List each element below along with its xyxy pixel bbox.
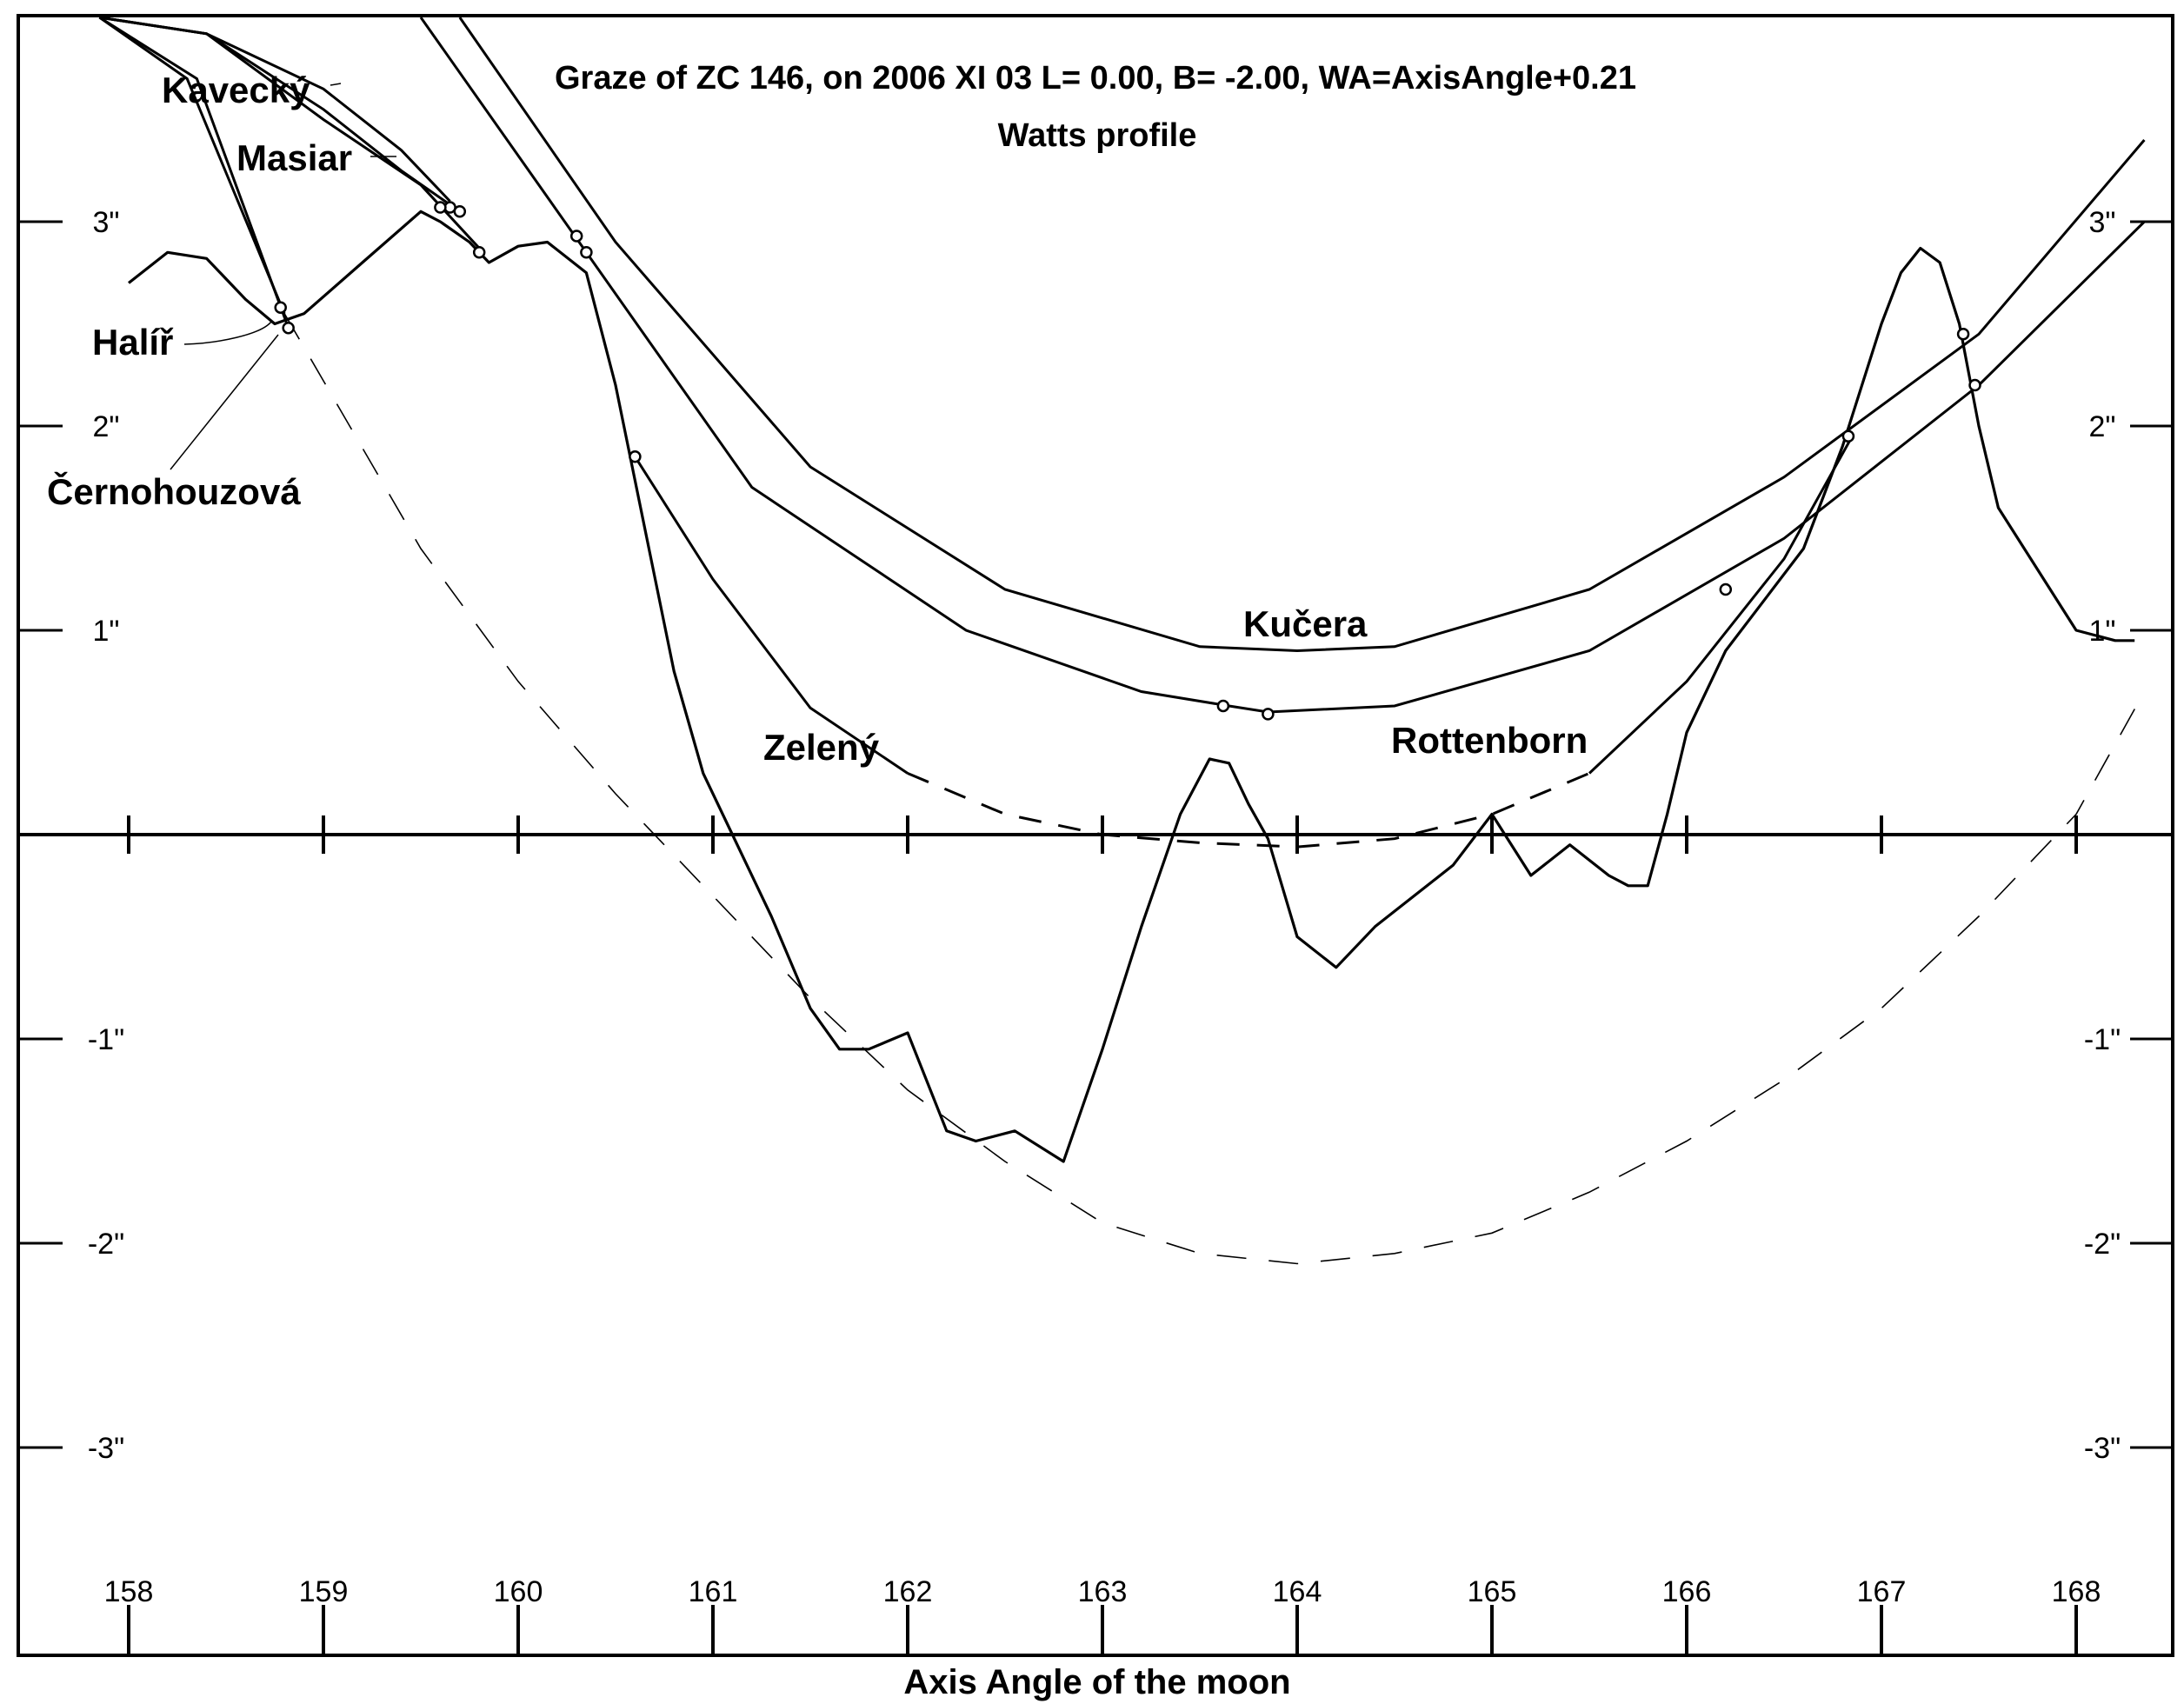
x-tick-label-159: 159 — [299, 1575, 349, 1608]
track-halir — [98, 16, 286, 315]
track-kucera — [458, 17, 2146, 653]
label-masiar: Masiar — [236, 137, 352, 178]
x-tick-label-161: 161 — [689, 1575, 738, 1608]
x-axis-label: Axis Angle of the moon — [903, 1663, 1290, 1701]
x-tick-label-163: 163 — [1078, 1575, 1128, 1608]
track-rottenborn-event-2 — [1262, 708, 1275, 721]
y-tick-label-left--3: -3" — [88, 1432, 124, 1465]
track-kucera-event-0 — [569, 230, 583, 243]
y-tick-label-right-3: 3" — [2089, 206, 2116, 239]
track-rottenborn-event-3 — [1968, 378, 1981, 392]
label-halir: Halíř — [92, 322, 174, 363]
label-zeleny: Zelený — [763, 727, 880, 768]
lower-limb-arc — [283, 313, 2146, 1265]
y-tick-label-right--2: -2" — [2084, 1228, 2121, 1261]
y-tick-label-left-2: 2" — [93, 410, 120, 443]
track-zeleny-solid-end — [1588, 436, 1854, 775]
leader-kavecky — [330, 83, 342, 86]
track-cernohouzova-event-0 — [282, 321, 295, 335]
track-zeleny-solid — [634, 456, 909, 775]
track-masiar-event-1 — [453, 205, 467, 218]
x-tick-label-165: 165 — [1468, 1575, 1517, 1608]
label-cernohouzova: Černohouzová — [47, 470, 301, 512]
label-kavecky: Kavecký — [162, 70, 310, 110]
track-masiar-event-0 — [434, 201, 447, 214]
y-tick-label-left--2: -2" — [88, 1228, 124, 1261]
x-tick-label-168: 168 — [2052, 1575, 2101, 1608]
track-zeleny-event-2 — [1841, 429, 1855, 443]
x-tick-label-162: 162 — [883, 1575, 933, 1608]
chart-title: Graze of ZC 146, on 2006 XI 03 L= 0.00, … — [555, 60, 1636, 97]
lunar-profile — [128, 210, 2135, 1163]
y-tick-label-right--3: -3" — [2084, 1432, 2121, 1465]
lunar-profile-line — [128, 210, 2135, 1163]
axes: 158 159 160 161 162 163 164 165 166 167 168 3" 3" 2" 2… — [18, 206, 2173, 1655]
label-rottenborn: Rottenborn — [1391, 720, 1588, 761]
track-rottenborn-event-1 — [1216, 699, 1230, 713]
y-tick-label-left-3: 3" — [93, 206, 120, 239]
y-tick-label-right-2: 2" — [2089, 410, 2116, 443]
track-kucera-event-1 — [1956, 328, 1970, 341]
leader-cernohouzova — [170, 334, 279, 470]
track-masiar — [99, 16, 461, 213]
track-unnamed-2-event-0 — [472, 246, 486, 259]
x-tick-label-167: 167 — [1857, 1575, 1907, 1608]
lower-limb-arc-line — [283, 313, 2146, 1265]
leader-halir — [183, 321, 272, 345]
x-tick-label-166: 166 — [1662, 1575, 1712, 1608]
y-tick-label-left--1: -1" — [88, 1023, 124, 1056]
track-rottenborn-event-0 — [580, 246, 593, 259]
x-tick-label-158: 158 — [104, 1575, 154, 1608]
track-cernohouzova — [98, 16, 290, 329]
chart-subtitle: Watts profile — [998, 117, 1197, 154]
label-kucera: Kučera — [1243, 603, 1368, 644]
track-zeleny-event-1 — [1719, 582, 1733, 596]
observer-labels: Kavecký Masiar Halíř Černohouzová Kučera… — [47, 70, 1588, 768]
y-tick-label-right--1: -1" — [2084, 1023, 2121, 1056]
y-tick-label-right-1: 1" — [2089, 615, 2116, 648]
event-markers — [274, 201, 1981, 721]
track-zeleny-dashed — [907, 772, 1590, 849]
y-tick-label-left-1: 1" — [93, 615, 120, 648]
x-tick-label-164: 164 — [1273, 1575, 1322, 1608]
track-halir-event-0 — [274, 301, 287, 314]
x-tick-label-160: 160 — [494, 1575, 543, 1608]
track-zeleny-event-0 — [629, 450, 642, 463]
